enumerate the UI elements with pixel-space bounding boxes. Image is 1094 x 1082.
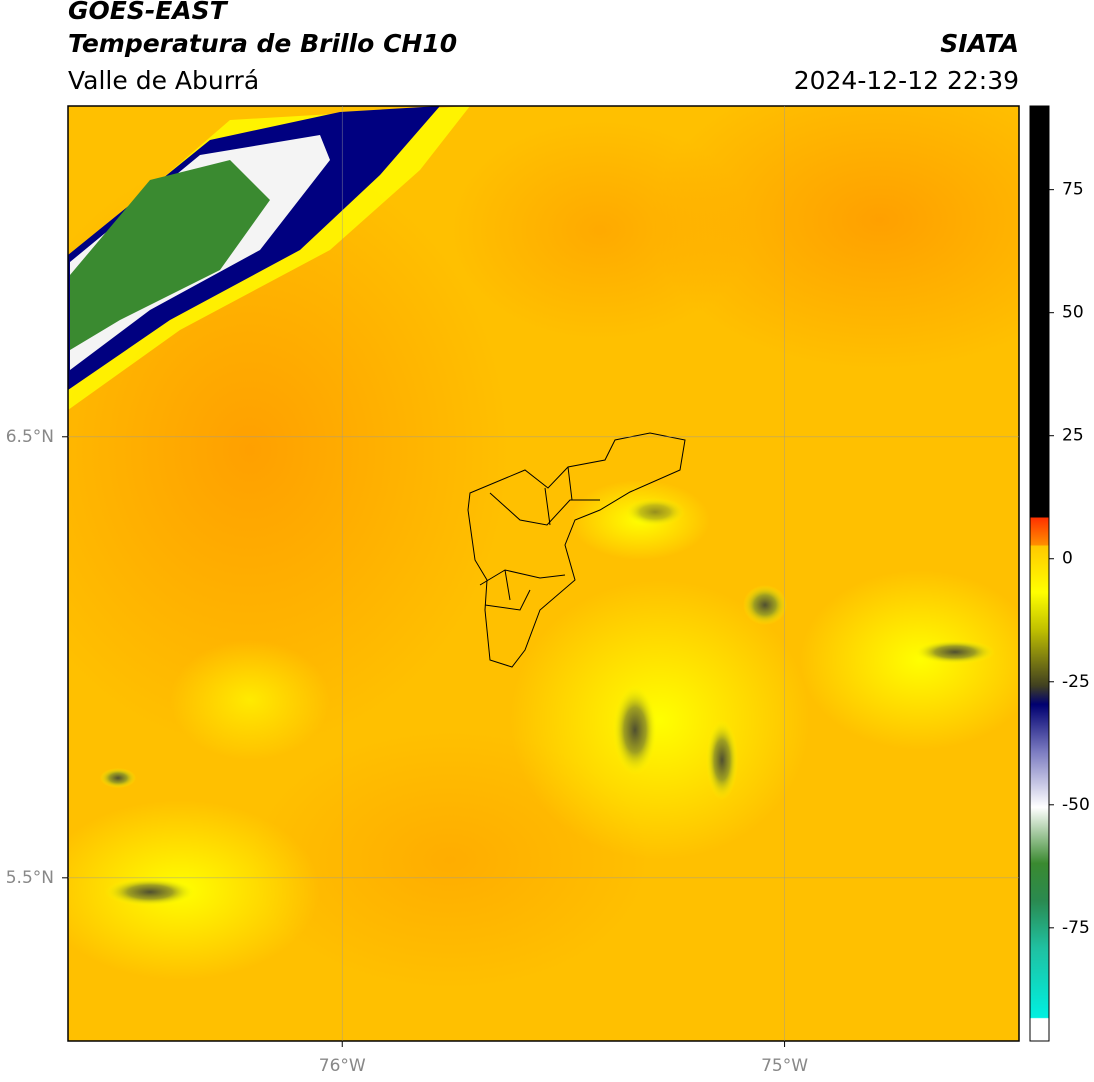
source: SIATA: [940, 29, 1019, 58]
colorbar-tick-label: -25: [1062, 672, 1090, 692]
satellite-image: [68, 106, 1019, 1041]
colorbar-tick-label: -50: [1062, 795, 1090, 815]
x-tick-label: 76°W: [319, 1056, 366, 1076]
region: Valle de Aburrá: [68, 66, 259, 95]
map-frame: [67, 105, 1020, 1042]
y-tick-label: 5.5°N: [6, 868, 54, 888]
title: GOES-EAST: [68, 0, 229, 25]
datetime: 2024-12-12 22:39: [794, 66, 1019, 95]
colorbar-tick-label: 25: [1062, 426, 1084, 446]
x-tick-label: 75°W: [761, 1056, 808, 1076]
colorbar-tick-label: 75: [1062, 180, 1084, 200]
subtitle: Temperatura de Brillo CH10: [68, 29, 457, 58]
colorbar-tick-label: 50: [1062, 303, 1084, 323]
colorbar: [1029, 105, 1050, 1042]
colorbar-tick-label: 0: [1062, 549, 1073, 569]
colorbar-tick-label: -75: [1062, 918, 1090, 938]
y-tick-label: 6.5°N: [6, 427, 54, 447]
